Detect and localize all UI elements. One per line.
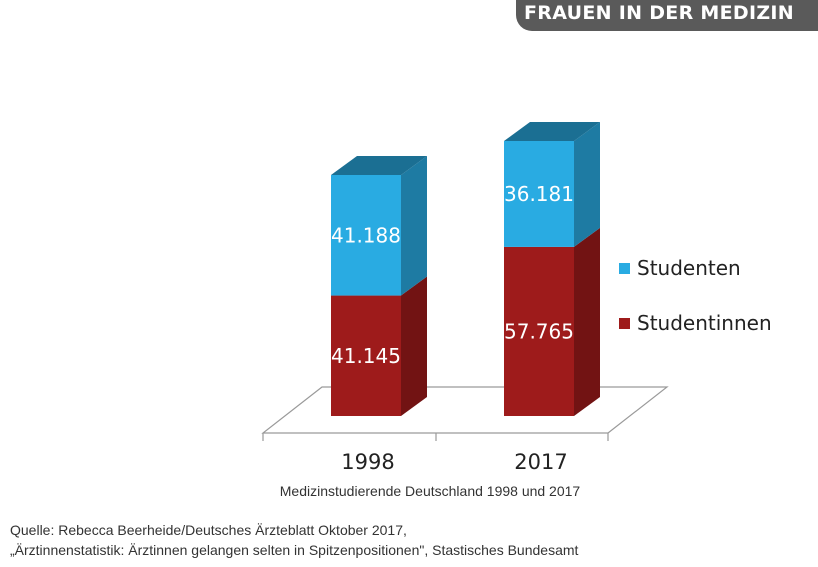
legend-swatch-studenten (619, 263, 630, 274)
bar-top-1998 (331, 155, 427, 175)
header-tab: FRAUEN IN DER MEDIZIN (516, 0, 818, 31)
chart-legend: Studenten Studentinnen (619, 256, 772, 335)
bar-side-studentinnen-1998 (401, 276, 427, 416)
bar-top-2017 (504, 122, 600, 141)
data-label-studentinnen-2017: 57.765 (504, 319, 574, 343)
category-label-2017: 2017 (514, 450, 567, 474)
floor-plane (261, 386, 669, 434)
category-label-1998: 1998 (341, 450, 394, 474)
data-label-studentinnen-1998: 41.145 (331, 344, 401, 368)
legend-label-studenten: Studenten (637, 256, 741, 280)
bar-side-studenten-2017 (574, 122, 600, 247)
data-label-studenten-2017: 36.181 (504, 182, 574, 206)
chart-bars: 41.145 41.188 1998 57.765 36.181 2017 (331, 122, 600, 474)
chart-floor (261, 386, 669, 441)
legend-label-studentinnen: Studentinnen (637, 311, 772, 335)
bar-studentinnen-2017 (504, 246, 574, 416)
source-line-1: Quelle: Rebecca Beerheide/Deutsches Ärzt… (10, 522, 407, 538)
bar-side-studenten-1998 (401, 155, 427, 296)
bar-side-studentinnen-2017 (574, 227, 600, 416)
bar-studenten-2017 (504, 141, 574, 247)
source-line-2: „Ärztinnenstatistik: Ärztinnen gelangen … (10, 542, 579, 558)
bar-studenten-1998 (331, 174, 401, 296)
chart-caption: Medizinstudierende Deutschland 1998 und … (279, 483, 581, 499)
bar-studentinnen-1998 (331, 295, 401, 416)
data-label-studenten-1998: 41.188 (331, 223, 401, 247)
stacked-bar-chart: 41.145 41.188 1998 57.765 36.181 2017 Student… (261, 122, 772, 474)
legend-swatch-studentinnen (619, 318, 630, 329)
header-title: FRAUEN IN DER MEDIZIN (523, 2, 794, 24)
